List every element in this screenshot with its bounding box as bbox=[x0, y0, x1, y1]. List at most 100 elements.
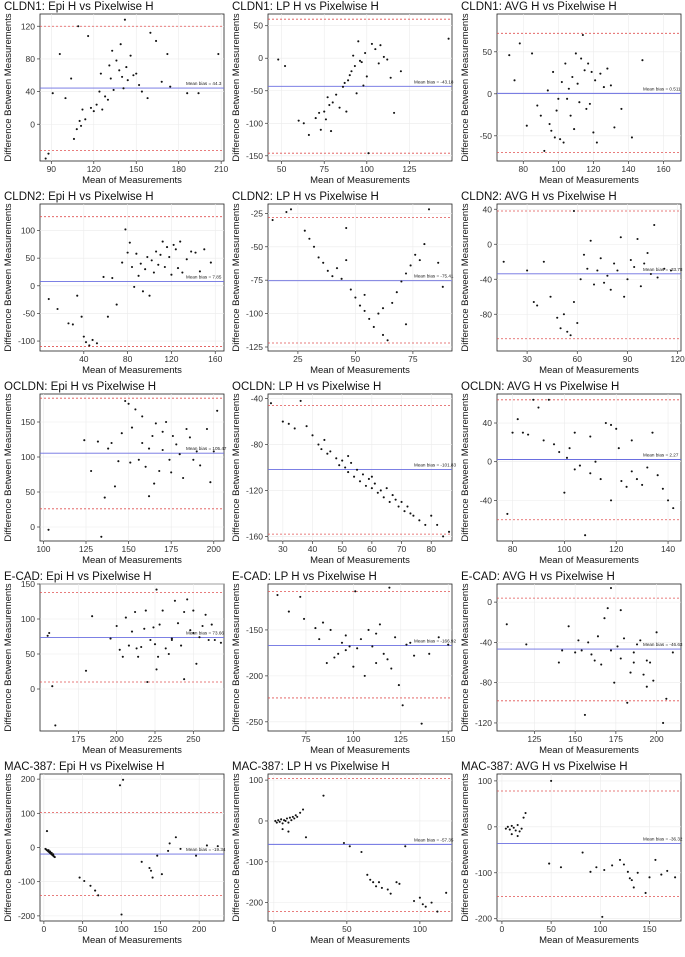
data-point bbox=[302, 617, 306, 620]
x-tick-label: 150 bbox=[121, 544, 135, 554]
plot-15: MAC-387: AVG H vs Pixelwise H Mean bias =… bbox=[460, 761, 683, 946]
data-point bbox=[409, 512, 412, 515]
mean-bias-label: Mean bias = -46.63 bbox=[643, 642, 683, 647]
data-point bbox=[367, 628, 370, 631]
mean-bias-label: Mean bias = -19.34 bbox=[186, 847, 226, 852]
data-point bbox=[518, 830, 521, 833]
data-point bbox=[581, 33, 584, 37]
data-point bbox=[595, 141, 598, 144]
x-tick-label: 0 bbox=[500, 924, 505, 934]
mean-bias-label: Mean bias = -57.35 bbox=[414, 837, 454, 842]
data-point bbox=[379, 489, 382, 492]
y-tick-label: -200 bbox=[246, 671, 263, 681]
data-point bbox=[146, 97, 149, 100]
data-point bbox=[147, 495, 151, 498]
data-point bbox=[561, 649, 564, 652]
y-tick-label: -40 bbox=[480, 495, 493, 505]
x-tick-label: 50 bbox=[342, 924, 352, 934]
data-point bbox=[556, 316, 559, 319]
data-point bbox=[175, 443, 178, 446]
data-point bbox=[357, 40, 360, 43]
data-point bbox=[102, 275, 105, 278]
data-point bbox=[284, 819, 287, 823]
data-point bbox=[626, 701, 629, 704]
mean-bias-label: Mean bias = -43.18 bbox=[414, 79, 454, 84]
x-tick-label: 200 bbox=[207, 544, 221, 554]
data-point bbox=[548, 862, 551, 865]
data-point bbox=[537, 406, 540, 409]
data-point bbox=[596, 635, 600, 638]
data-point bbox=[141, 441, 144, 445]
plot-3: CLDN1: AVG H vs Pixelwise H Mean bias = 0… bbox=[460, 1, 682, 186]
data-point bbox=[141, 290, 145, 293]
data-point bbox=[669, 269, 673, 272]
data-point bbox=[548, 122, 551, 126]
data-point bbox=[418, 896, 421, 899]
data-point bbox=[307, 133, 310, 137]
plot-title: OCLDN: LP H vs Pixelwise H bbox=[232, 381, 381, 393]
data-point bbox=[630, 439, 633, 442]
data-point bbox=[140, 645, 143, 649]
data-point bbox=[629, 671, 632, 674]
data-point bbox=[558, 450, 561, 454]
data-point bbox=[115, 303, 118, 306]
y-tick-label: -50 bbox=[23, 308, 36, 318]
data-point bbox=[502, 260, 505, 263]
data-point bbox=[82, 335, 85, 338]
data-point bbox=[404, 323, 408, 326]
data-point bbox=[135, 252, 138, 255]
data-point bbox=[354, 296, 357, 299]
x-tick-label: 150 bbox=[568, 734, 582, 744]
data-point bbox=[288, 816, 291, 819]
data-point bbox=[562, 141, 565, 144]
data-point bbox=[277, 819, 280, 822]
data-point bbox=[195, 854, 198, 857]
data-point bbox=[151, 434, 154, 438]
x-tick-label: 125 bbox=[402, 164, 416, 174]
data-point bbox=[516, 823, 519, 827]
x-axis-label: Mean of Measurements bbox=[310, 175, 410, 186]
x-tick-label: 40 bbox=[79, 354, 89, 364]
data-point bbox=[368, 317, 371, 320]
data-point bbox=[278, 820, 281, 823]
data-point bbox=[203, 248, 206, 251]
data-point bbox=[335, 267, 339, 270]
data-point bbox=[77, 25, 80, 28]
data-point bbox=[652, 679, 655, 682]
data-point bbox=[134, 610, 137, 614]
data-point bbox=[386, 339, 389, 342]
data-point bbox=[412, 899, 416, 903]
data-point bbox=[167, 652, 170, 656]
data-point bbox=[161, 609, 164, 612]
data-point bbox=[160, 873, 163, 876]
data-point bbox=[140, 860, 143, 863]
data-point bbox=[603, 281, 606, 284]
data-point bbox=[674, 876, 677, 879]
data-point bbox=[666, 869, 669, 872]
data-point bbox=[172, 243, 175, 246]
y-tick-label: -40 bbox=[480, 637, 493, 647]
data-point bbox=[589, 435, 592, 438]
data-point bbox=[606, 274, 609, 277]
data-point bbox=[617, 447, 620, 450]
y-tick-label: -150 bbox=[246, 151, 263, 161]
data-point bbox=[101, 108, 104, 111]
data-point bbox=[201, 624, 204, 628]
data-point bbox=[555, 109, 558, 112]
x-tick-label: 100 bbox=[551, 164, 565, 174]
data-point bbox=[56, 307, 59, 311]
data-point bbox=[132, 74, 135, 77]
data-point bbox=[582, 253, 586, 256]
y-tick-label: -80 bbox=[480, 309, 493, 319]
data-point bbox=[285, 817, 289, 820]
data-point bbox=[217, 52, 220, 56]
data-point bbox=[128, 241, 131, 244]
data-point bbox=[629, 258, 632, 262]
data-point bbox=[619, 609, 622, 612]
plot-title: OCLDN: Epi H vs Pixelwise H bbox=[4, 381, 156, 393]
data-point bbox=[149, 31, 152, 34]
data-point bbox=[576, 82, 579, 85]
x-tick-label: 160 bbox=[208, 354, 222, 364]
data-point bbox=[564, 62, 567, 65]
data-point bbox=[149, 638, 152, 642]
